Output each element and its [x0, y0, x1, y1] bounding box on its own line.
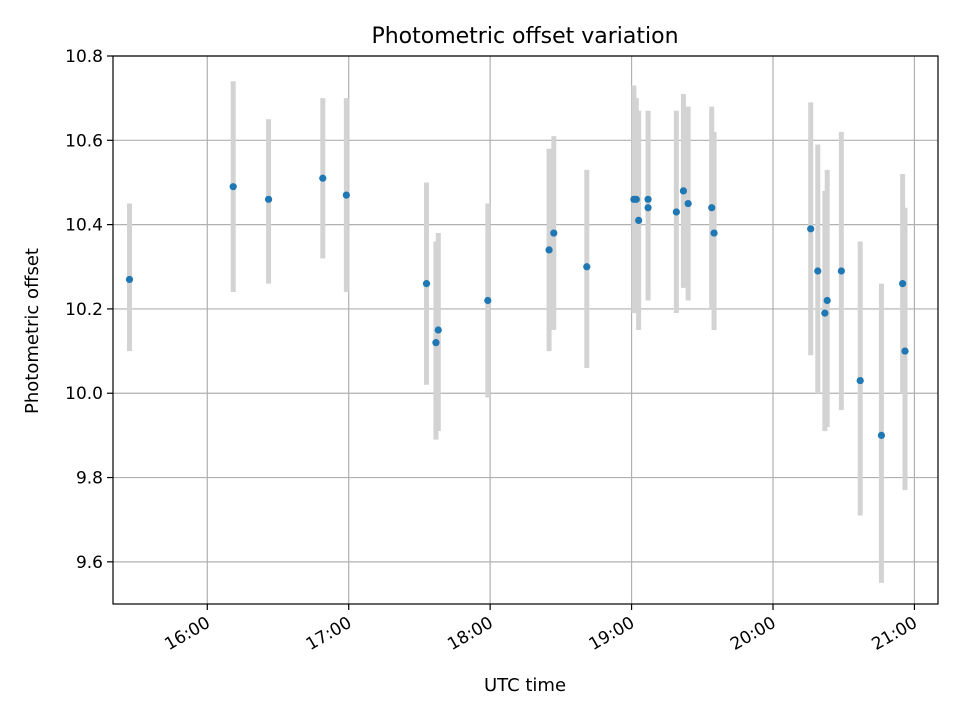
x-tick-label: 20:00: [727, 613, 779, 655]
x-axis-label: UTC time: [484, 675, 566, 696]
data-point: [319, 174, 327, 182]
data-point: [710, 229, 718, 237]
chart-title: Photometric offset variation: [371, 24, 678, 49]
y-tick-label: 10.0: [65, 384, 103, 404]
data-point: [550, 229, 558, 237]
data-point: [342, 191, 350, 199]
data-point: [679, 187, 688, 195]
data-point: [684, 199, 692, 208]
x-tick-label: 16:00: [161, 613, 213, 655]
data-point: [632, 195, 640, 203]
data-point: [432, 339, 440, 347]
data-point: [422, 280, 431, 288]
data-point: [821, 309, 829, 317]
data-point: [708, 204, 716, 212]
data-point: [856, 376, 864, 385]
x-tick-label: 21:00: [868, 613, 920, 655]
y-axis-label: Photometric offset: [22, 248, 43, 414]
x-tick-label: 19:00: [586, 613, 638, 655]
data-point: [264, 195, 273, 203]
data-point: [901, 347, 909, 355]
y-tick-label: 9.8: [76, 469, 103, 489]
x-tick-label: 17:00: [303, 613, 355, 655]
data-point: [434, 326, 442, 334]
plot-frame: [112, 55, 939, 605]
data-point: [229, 183, 237, 191]
x-tick-label: 18:00: [444, 613, 496, 655]
axis-ticks: 16:00 17:00 18:00 19:00 20:00 21:00 9.6 9.8 10.0…: [65, 47, 921, 655]
y-tick-label: 10.4: [65, 216, 103, 236]
data-point: [837, 267, 845, 275]
data-point: [484, 296, 492, 305]
y-tick-label: 9.6: [76, 553, 103, 573]
data-point: [545, 246, 553, 254]
grid: [113, 55, 938, 604]
y-tick-label: 10.6: [65, 131, 103, 151]
error-bars: [127, 81, 908, 583]
data-point: [583, 263, 591, 271]
data-point: [877, 431, 886, 439]
y-tick-label: 10.2: [65, 300, 103, 320]
y-tick-label: 10.8: [65, 47, 103, 67]
data-point: [644, 204, 652, 212]
data-point: [644, 195, 652, 203]
data-point: [823, 296, 831, 305]
data-point: [635, 216, 643, 224]
data-point: [814, 267, 822, 275]
data-point: [899, 280, 907, 288]
data-points: [125, 174, 909, 439]
data-point: [672, 208, 680, 216]
data-point: [807, 225, 815, 233]
data-point: [125, 275, 134, 284]
